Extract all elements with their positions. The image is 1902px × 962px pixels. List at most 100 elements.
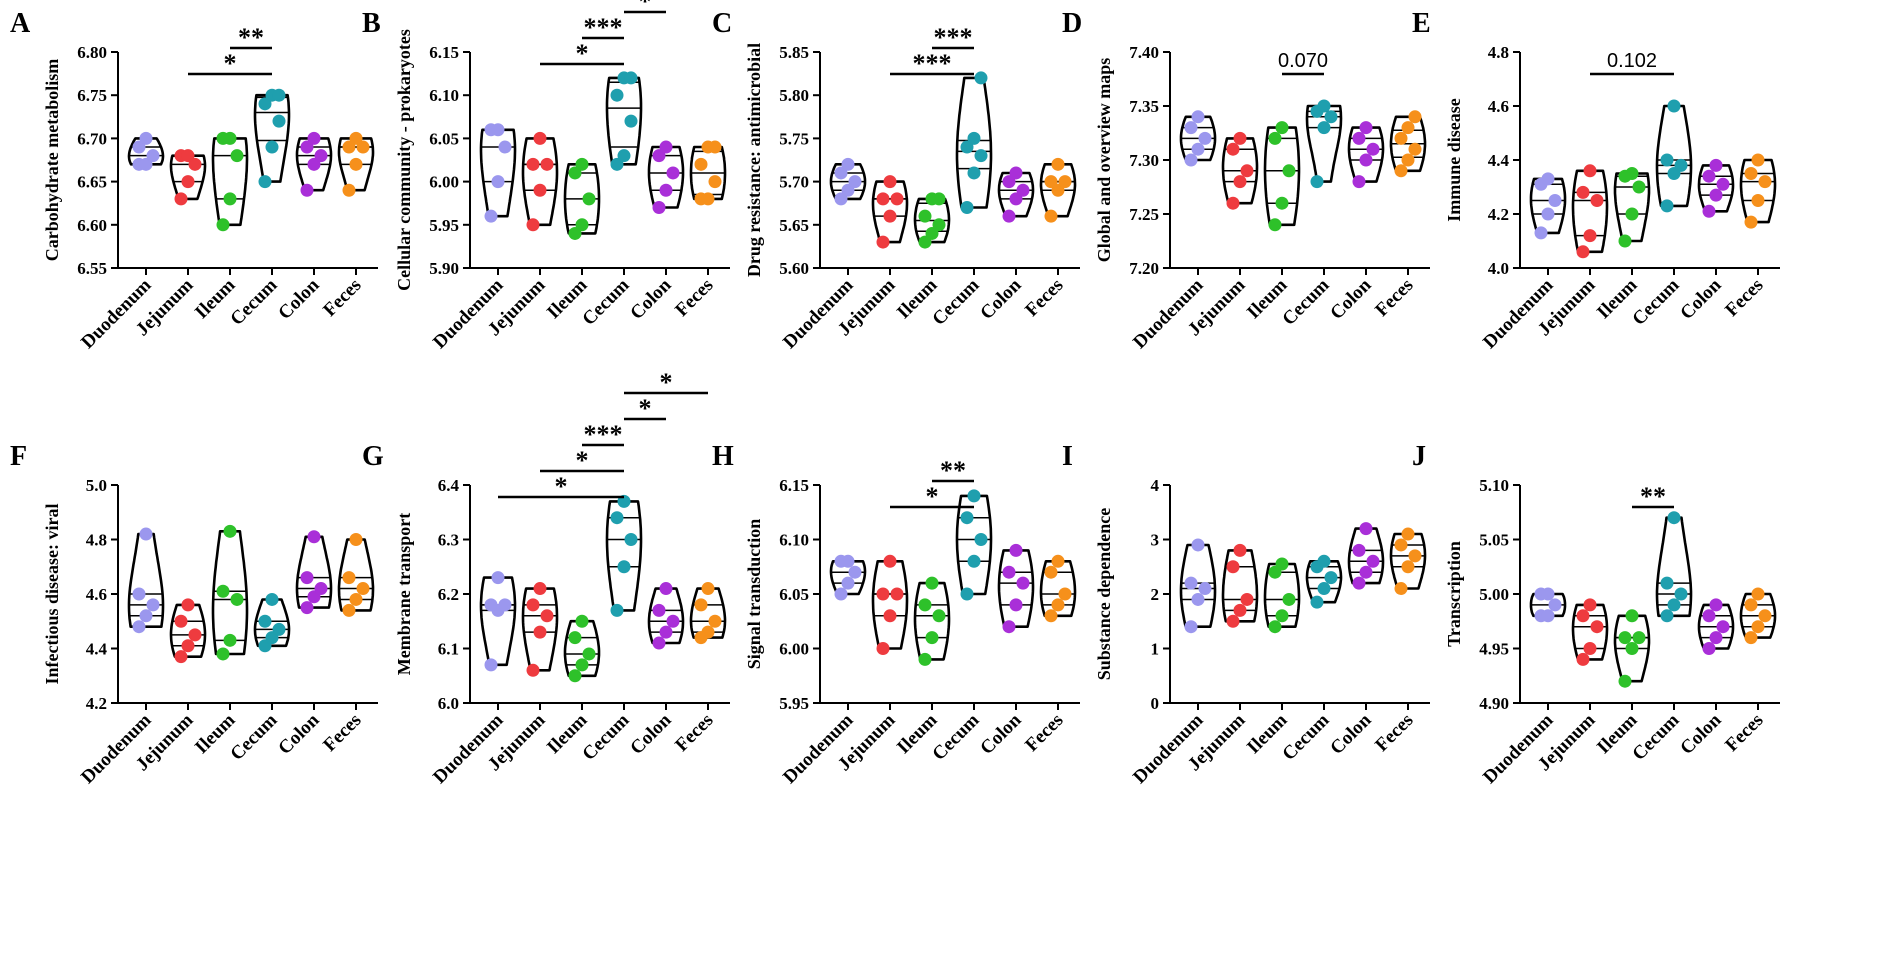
data-point-duodenum <box>139 157 153 171</box>
y-tick-label: 5.10 <box>1479 476 1509 495</box>
x-tick-label: Cecum <box>1278 275 1333 330</box>
violin-cecum <box>605 500 643 612</box>
data-point-cecum <box>610 511 624 525</box>
data-point-jejunum <box>1576 609 1590 623</box>
panel-letter: B <box>362 8 381 39</box>
significance-label: * <box>576 446 589 475</box>
data-point-cecum <box>610 88 624 102</box>
data-point-jejunum <box>1226 196 1240 210</box>
data-point-ileum <box>582 647 596 661</box>
data-point-jejunum <box>540 157 554 171</box>
y-tick-label: 6.00 <box>779 640 809 659</box>
data-point-ileum <box>568 669 582 683</box>
data-point-feces <box>694 598 708 612</box>
data-point-feces <box>1758 175 1772 189</box>
y-tick-label: 6.00 <box>429 173 459 192</box>
data-point-duodenum <box>1184 620 1198 634</box>
violin-jejunum <box>1221 137 1259 205</box>
significance-label: 0.070 <box>1278 50 1328 72</box>
data-point-jejunum <box>526 218 540 232</box>
violin-ileum <box>913 581 951 661</box>
data-point-duodenum <box>1548 194 1562 207</box>
data-point-ileum <box>1275 196 1289 210</box>
violin-jejunum <box>1571 603 1609 661</box>
data-point-colon <box>1352 131 1366 145</box>
significance-label: *** <box>584 13 623 42</box>
data-point-colon <box>1002 620 1016 634</box>
x-tick-label: Cecum <box>928 275 983 330</box>
data-point-cecum <box>974 71 988 85</box>
y-tick-label: 4.0 <box>1488 259 1509 278</box>
significance-label: ** <box>940 456 966 485</box>
data-point-feces <box>694 157 708 171</box>
data-point-colon <box>666 614 680 628</box>
significance-label: ** <box>1640 482 1666 511</box>
violin-colon <box>997 549 1035 628</box>
data-point-cecum <box>1310 595 1324 609</box>
data-point-colon <box>300 140 314 154</box>
data-point-ileum <box>223 131 237 145</box>
panel-letter: I <box>1062 441 1073 472</box>
data-point-cecum <box>974 149 988 163</box>
data-point-feces <box>1758 609 1772 623</box>
data-point-ileum <box>1632 180 1646 194</box>
data-point-ileum <box>925 631 939 645</box>
data-point-duodenum <box>1191 110 1205 124</box>
data-point-ileum <box>1268 131 1282 145</box>
data-point-jejunum <box>174 192 188 206</box>
violin-cecum <box>955 494 993 596</box>
x-tick-label: Cecum <box>226 275 281 330</box>
data-point-ileum <box>568 631 582 645</box>
data-point-ileum <box>1625 167 1639 180</box>
data-point-ileum <box>932 218 946 232</box>
data-point-colon <box>1366 142 1380 156</box>
data-point-jejunum <box>526 157 540 171</box>
x-tick-label: Cecum <box>578 710 633 765</box>
violin-duodenum <box>479 128 517 218</box>
violin-cecum <box>1655 516 1693 618</box>
violin-duodenum <box>829 163 867 201</box>
data-point-feces <box>349 157 363 171</box>
data-point-ileum <box>1618 234 1632 248</box>
y-tick-label: 4.8 <box>1488 43 1509 62</box>
data-point-jejunum <box>174 650 188 664</box>
violin-jejunum <box>169 603 207 658</box>
y-tick-label: 6.75 <box>77 86 107 105</box>
data-point-colon <box>652 636 666 650</box>
data-point-colon <box>300 601 314 615</box>
y-tick-label: 6.55 <box>77 259 107 278</box>
data-point-cecum <box>1674 587 1688 601</box>
data-point-cecum <box>617 560 631 574</box>
data-point-cecum <box>1317 554 1331 568</box>
panel-letter: G <box>362 441 384 472</box>
x-tick-label: Feces <box>1721 710 1767 756</box>
data-point-duodenum <box>848 175 862 189</box>
data-point-colon <box>1016 576 1030 590</box>
data-point-jejunum <box>1233 131 1247 145</box>
data-point-feces <box>1401 560 1415 574</box>
data-point-colon <box>307 131 321 145</box>
data-point-ileum <box>216 584 230 598</box>
data-point-feces <box>1394 131 1408 145</box>
data-point-feces <box>1401 121 1415 135</box>
y-tick-label: 7.25 <box>1129 205 1159 224</box>
y-tick-label: 4.2 <box>1488 205 1509 224</box>
data-point-duodenum <box>491 123 505 137</box>
x-tick-label: Feces <box>319 710 365 756</box>
significance-label: *** <box>913 49 952 78</box>
data-point-cecum <box>1324 110 1338 124</box>
violin-duodenum <box>829 560 867 596</box>
data-point-cecum <box>960 201 974 215</box>
x-tick-label: Colon <box>626 274 675 323</box>
data-point-cecum <box>974 533 988 546</box>
y-tick-label: 6.3 <box>438 531 459 550</box>
violin-jejunum <box>521 137 559 227</box>
y-tick-label: 5.05 <box>1479 531 1509 550</box>
data-point-duodenum <box>1541 587 1555 601</box>
violin-ileum <box>563 163 601 235</box>
data-point-ileum <box>932 192 946 206</box>
violin-jejunum <box>871 180 909 244</box>
